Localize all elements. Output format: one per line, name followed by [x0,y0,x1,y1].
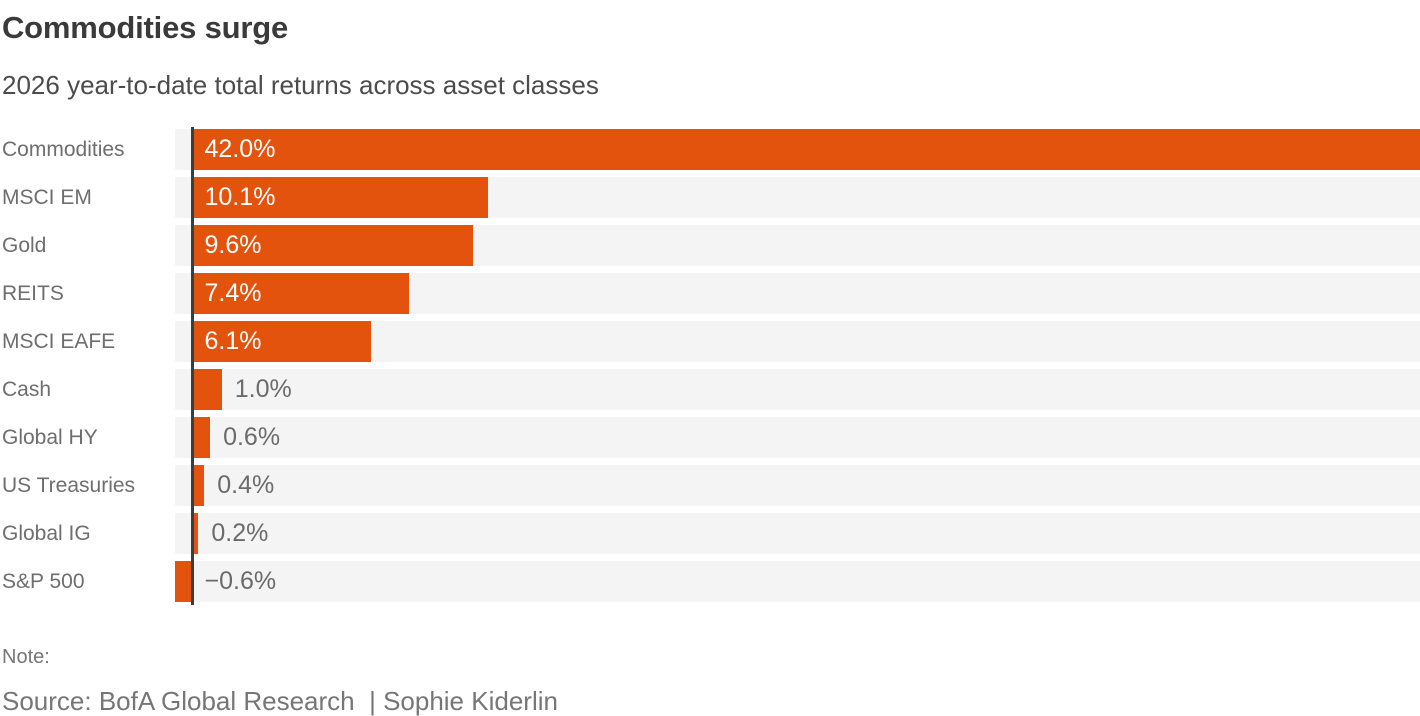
bar-row: Global HY 0.6% [0,417,1420,458]
value-label: 6.1% [204,327,262,355]
category-label: US Treasuries [2,474,136,497]
bar-row: Gold 9.6% [0,225,1420,266]
bar [192,513,199,554]
value-label: 1.0% [234,375,292,403]
value-label: 0.4% [217,471,275,499]
category-label: MSCI EAFE [2,330,116,353]
bar-track: −0.6% [175,561,1420,602]
bar-row: Global IG 0.2% [0,513,1420,554]
category-label: Gold [2,234,47,257]
category-label: MSCI EM [2,186,92,209]
bar-row: Commodities 42.0% [0,129,1420,170]
bar [192,273,409,314]
value-label: 42.0% [204,135,276,163]
value-label: 7.4% [204,279,262,307]
bar-track: 6.1% [175,321,1420,362]
bar [192,177,488,218]
bar-chart: Commodities 42.0% MSCI EM 10.1% Gold 9.6% REIT… [0,127,1420,605]
bar [175,561,193,602]
value-label: −0.6% [204,567,277,595]
bar-row: Cash 1.0% [0,369,1420,410]
bar [192,417,211,458]
chart-note: Note: [2,646,50,668]
category-label: S&P 500 [2,570,85,593]
category-label: REITS [2,282,64,305]
value-label: 0.6% [223,423,281,451]
bar-track: 10.1% [175,177,1420,218]
bar-track: 7.4% [175,273,1420,314]
bar-row: MSCI EAFE 6.1% [0,321,1420,362]
bar [192,465,205,506]
category-label: Global HY [2,426,98,449]
category-label: Commodities [2,138,125,161]
bar-row: REITS 7.4% [0,273,1420,314]
bar-row: S&P 500 −0.6% [0,561,1420,602]
chart-title: Commodities surge [2,10,288,45]
bar [192,129,1420,170]
bar-track: 0.2% [175,513,1420,554]
chart-subtitle: 2026 year-to-date total returns across a… [2,70,599,100]
bar-track: 42.0% [175,129,1420,170]
value-label: 0.2% [211,519,269,547]
bar-track: 0.4% [175,465,1420,506]
zero-axis-line [191,127,194,605]
bar [192,225,474,266]
value-label: 10.1% [204,183,276,211]
bar [192,321,371,362]
bar-row: US Treasuries 0.4% [0,465,1420,506]
chart-source: Source: BofA Global Research | Sophie Ki… [2,686,558,716]
value-label: 9.6% [204,231,262,259]
category-label: Global IG [2,522,91,545]
bar [192,369,222,410]
category-label: Cash [2,378,52,401]
bar-track: 9.6% [175,225,1420,266]
bar-track: 1.0% [175,369,1420,410]
bar-row: MSCI EM 10.1% [0,177,1420,218]
bar-track: 0.6% [175,417,1420,458]
